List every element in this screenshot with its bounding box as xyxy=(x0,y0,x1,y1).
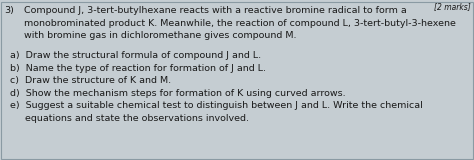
Text: monobrominated product K. Meanwhile, the reaction of compound L, 3-tert-butyl-3-: monobrominated product K. Meanwhile, the… xyxy=(24,19,456,28)
Text: b)  Name the type of reaction for formation of J and L.: b) Name the type of reaction for formati… xyxy=(10,64,266,73)
Text: equations and state the observations involved.: equations and state the observations inv… xyxy=(10,114,249,123)
Text: 3): 3) xyxy=(4,6,14,15)
Text: with bromine gas in dichloromethane gives compound M.: with bromine gas in dichloromethane give… xyxy=(24,31,297,40)
Text: c)  Draw the structure of K and M.: c) Draw the structure of K and M. xyxy=(10,76,171,85)
Text: d)  Show the mechanism steps for formation of K using curved arrows.: d) Show the mechanism steps for formatio… xyxy=(10,89,346,98)
Text: [2 marks]: [2 marks] xyxy=(434,2,471,11)
Text: Compound J, 3-tert-butylhexane reacts with a reactive bromine radical to form a: Compound J, 3-tert-butylhexane reacts wi… xyxy=(24,6,407,15)
Text: a)  Draw the structural formula of compound J and L.: a) Draw the structural formula of compou… xyxy=(10,52,261,60)
Text: e)  Suggest a suitable chemical test to distinguish between J and L. Write the c: e) Suggest a suitable chemical test to d… xyxy=(10,101,423,111)
